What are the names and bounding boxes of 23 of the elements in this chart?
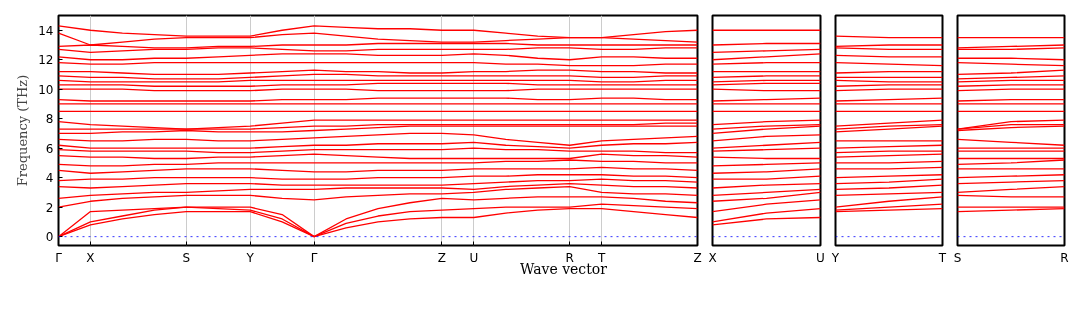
y-tick-label: 2	[45, 200, 54, 215]
x-tick-label: T	[937, 250, 947, 265]
x-tick-label: S	[953, 250, 962, 265]
y-tick-label: 6	[45, 141, 54, 156]
x-tick-label: U	[469, 250, 479, 265]
x-tick-label: Γ	[55, 250, 63, 265]
x-tick-label: Z	[693, 250, 702, 265]
y-tick-label: 10	[38, 82, 54, 97]
x-tick-label: R	[1060, 250, 1069, 265]
y-tick-label: 14	[38, 23, 54, 38]
x-tick-label: Y	[830, 250, 840, 265]
x-tick-label: S	[182, 250, 191, 265]
x-tick-label: Z	[437, 250, 447, 265]
x-tick-label: Y	[245, 250, 255, 265]
y-tick-label: 8	[45, 112, 54, 127]
x-tick-label: U	[816, 250, 825, 265]
x-tick-label: X	[708, 250, 717, 265]
y-tick-label: 4	[45, 171, 54, 186]
x-tick-label: X	[86, 250, 95, 265]
y-tick-label: 12	[38, 53, 54, 68]
x-tick-label: Γ	[310, 250, 318, 265]
y-tick-label: 0	[45, 230, 54, 245]
y-axis-title: Frequency (THz)	[15, 74, 31, 187]
